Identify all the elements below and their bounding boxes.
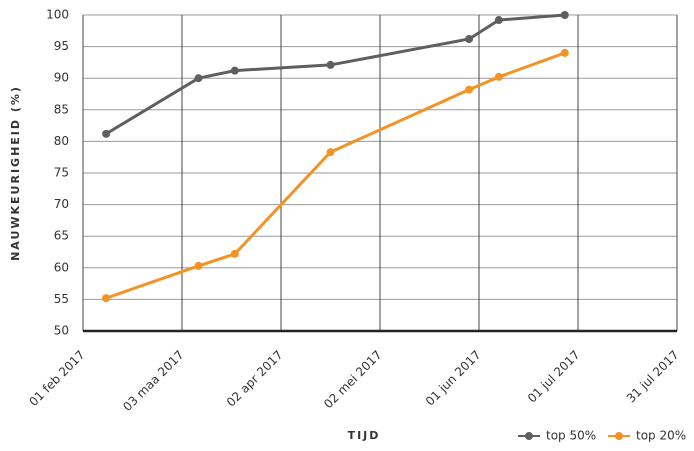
- x-tick-label: 02 mei 2017: [321, 348, 385, 412]
- x-tick-label: 03 maa 2017: [120, 348, 186, 414]
- y-axis-title: NAUWKEURIGHEID (%): [9, 85, 22, 261]
- point: [560, 48, 569, 57]
- y-tick-label: 90: [54, 71, 69, 85]
- point: [465, 35, 474, 44]
- y-tick-label: 50: [54, 324, 69, 338]
- point: [560, 11, 569, 19]
- point: [494, 72, 503, 81]
- y-tick-label: 55: [54, 292, 69, 306]
- legend-label: top 20%: [636, 429, 686, 443]
- legend-marker: [525, 432, 533, 440]
- point: [230, 66, 239, 75]
- point: [465, 85, 474, 94]
- x-tick-label: 01 jun 2017: [423, 348, 484, 409]
- point: [326, 148, 335, 157]
- x-axis-title: TIJD: [348, 429, 381, 442]
- point: [494, 16, 503, 25]
- point: [230, 249, 239, 258]
- legend-marker: [615, 432, 623, 440]
- legend-label: top 50%: [546, 429, 596, 443]
- x-tick-label: 31 jul 2017: [624, 348, 682, 406]
- y-tick-label: 65: [54, 229, 69, 243]
- y-tick-label: 75: [54, 166, 69, 180]
- y-tick-label: 85: [54, 102, 69, 116]
- point: [102, 294, 111, 303]
- point: [194, 74, 203, 83]
- y-tick-label: 95: [54, 39, 69, 53]
- point: [194, 261, 203, 270]
- y-tick-label: 100: [46, 8, 69, 22]
- point: [326, 60, 335, 69]
- x-tick-label: 02 apr 2017: [224, 348, 286, 410]
- y-tick-label: 60: [54, 260, 69, 274]
- x-tick-label: 01 feb 2017: [26, 348, 87, 409]
- y-tick-label: 80: [54, 134, 69, 148]
- point: [102, 129, 111, 138]
- x-tick-label: 01 jul 2017: [525, 348, 583, 406]
- y-tick-label: 70: [54, 197, 69, 211]
- series-line: [105, 51, 566, 300]
